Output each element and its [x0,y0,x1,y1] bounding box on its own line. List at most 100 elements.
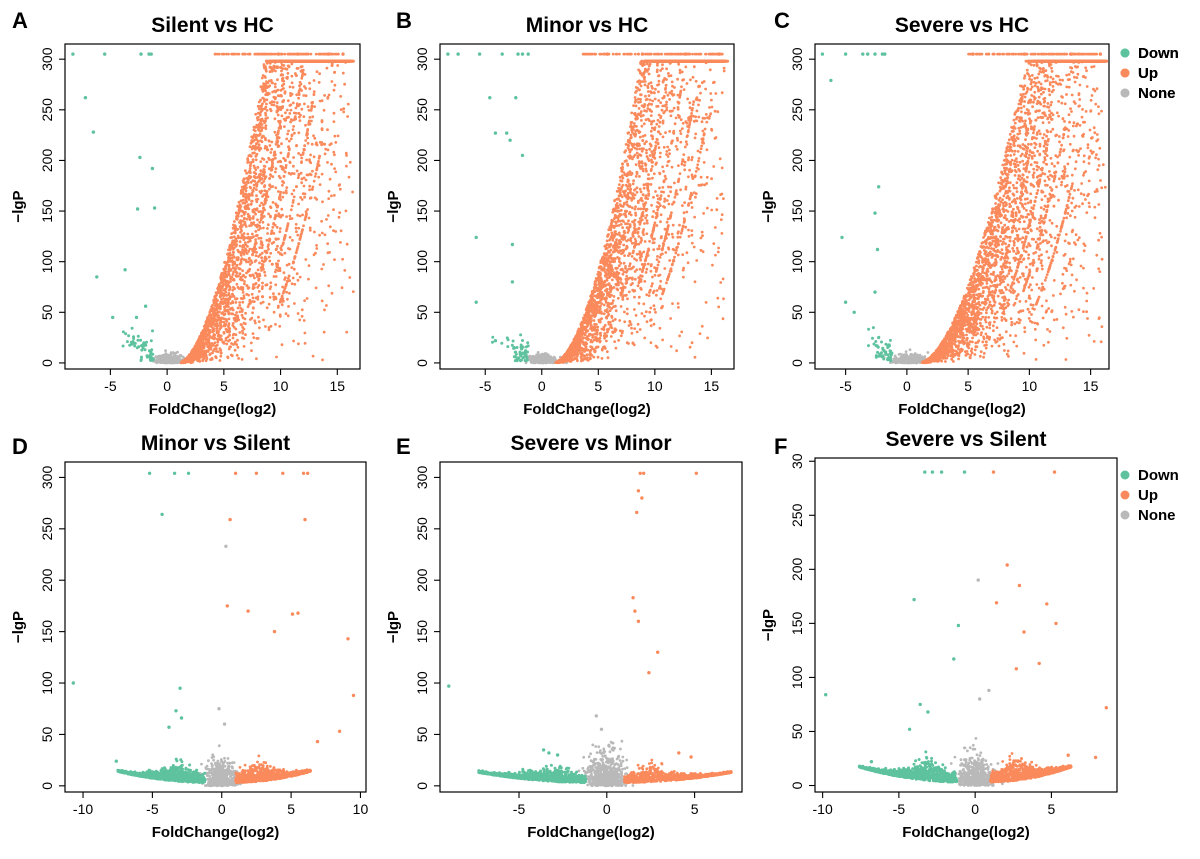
point-up [300,230,304,234]
point-up [274,268,278,272]
point-up [218,359,222,362]
point-up [246,269,250,272]
point-up [210,305,214,309]
point-up [215,331,219,335]
point-up [259,104,262,108]
point-up [265,109,269,112]
point-up [224,287,228,291]
point-up [228,345,232,349]
point-up [213,333,217,337]
point-down [143,348,147,352]
point-up [238,272,242,276]
point-up [254,142,258,146]
point-up [290,134,294,138]
point-up [261,102,264,106]
point-down [523,352,527,356]
point-down [134,315,139,320]
point-up [277,237,280,241]
point-up [345,330,349,334]
volcano-panel-b: B Minor vs HC-5 0 5 10 15050100150200250300Fo… [385,8,735,418]
point-up [214,356,218,360]
point-up [317,160,320,163]
point-up [202,337,206,341]
point-down [512,346,516,350]
point-up [274,167,278,171]
point-up [264,176,267,179]
point-up [315,244,318,247]
point-up [275,355,278,359]
point-up [209,345,213,348]
point-up [285,229,288,233]
point-up [249,164,252,168]
point-up [247,257,251,261]
point-up [278,227,282,230]
point-up [255,146,259,150]
point-up [285,108,289,112]
point-up [252,134,255,138]
point-up [257,100,261,104]
point-up [242,217,246,221]
point-up [304,258,308,261]
point-up [288,85,292,89]
point-up [231,253,235,257]
point-up [240,313,244,317]
point-up [244,236,248,240]
point-up [284,312,288,315]
point-up [327,189,331,193]
point-up [317,175,321,179]
point-up [244,183,248,187]
point-up [268,184,272,188]
point-up [273,82,277,86]
point-up [343,269,347,272]
point-up [251,160,255,164]
point-none [549,355,552,359]
point-up [289,120,292,124]
point-down [121,344,125,348]
point-up [202,330,205,334]
point-down [500,341,504,345]
point-up [278,59,281,63]
point-none [545,357,549,361]
point-up [250,199,254,203]
point-up [311,354,315,358]
point-up [284,284,288,288]
point-up [232,295,236,298]
point-up [342,107,346,111]
point-up [318,52,322,56]
point-up [279,88,283,92]
point-up [271,157,275,161]
point-up [295,185,298,189]
point-up [231,272,235,276]
point-up [301,213,304,217]
point-up [316,165,319,168]
point-up [304,210,308,214]
y-tick-label: 50 [39,304,55,320]
point-up [224,338,228,342]
point-up [258,274,262,278]
point-up [313,105,316,108]
point-up [326,214,330,217]
point-up [278,230,282,234]
point-up [269,79,273,82]
point-up [318,141,322,144]
point-up [247,286,251,289]
point-up [278,269,282,272]
point-up [275,137,279,141]
point-up [227,317,231,321]
point-up [315,247,319,250]
point-up [190,352,194,356]
point-up [248,218,252,222]
point-up [232,52,236,56]
point-up [246,245,249,248]
point-up [235,52,239,56]
point-up [247,176,251,180]
point-up [290,62,294,66]
point-up [314,172,318,176]
point-up [262,168,266,172]
point-up [290,204,294,208]
point-up [270,70,274,73]
point-up [262,206,265,210]
point-up [242,296,246,300]
point-up [327,59,331,63]
point-up [258,326,261,330]
